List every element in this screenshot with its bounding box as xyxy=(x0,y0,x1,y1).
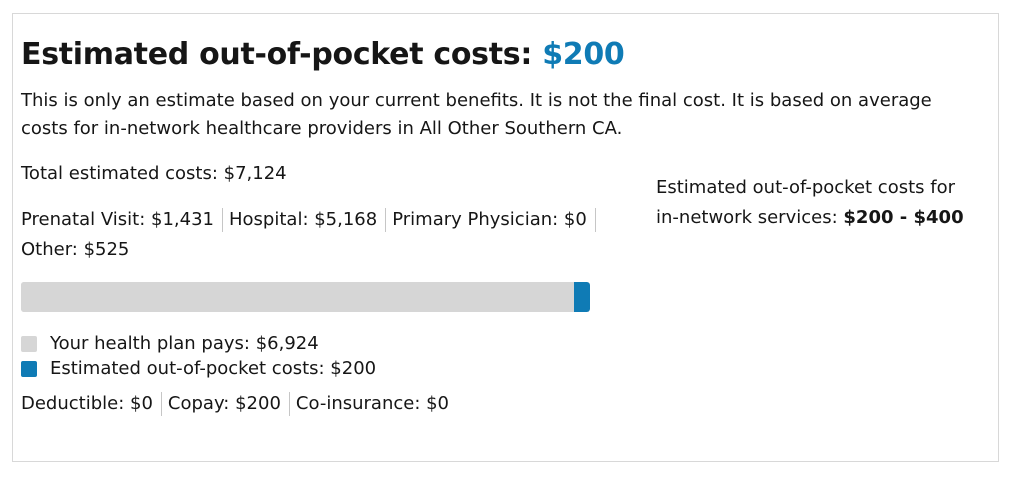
cost-estimate-card xyxy=(12,13,999,462)
estimate-description: This is only an estimate based on your c… xyxy=(21,90,932,139)
oop-range-label: Estimated out-of-pocket costs for in-net… xyxy=(656,177,955,228)
breakdown-primary-physician: Primary Physician: $0 xyxy=(392,209,587,230)
bar-legend: Your health plan pays: $6,924 Estimated … xyxy=(21,331,376,381)
bar-segment-plan-pays xyxy=(21,282,575,312)
cost-share-details: Deductible: $0 Copay: $200 Co-insurance: $… xyxy=(21,390,449,418)
page-title: Estimated out-of-pocket costs: $200 xyxy=(21,36,625,74)
deductible-value: Deductible: $0 xyxy=(21,393,153,414)
breakdown-prenatal-visit: Prenatal Visit: $1,431 xyxy=(21,209,214,230)
oop-range-value: $200 - $400 xyxy=(843,207,964,228)
cost-breakdown: Prenatal Visit: $1,431 Hospital: $5,168 Pr… xyxy=(21,205,651,265)
legend-item-oop: Estimated out-of-pocket costs: $200 xyxy=(21,356,376,381)
legend-label-oop: Estimated out-of-pocket costs: $200 xyxy=(50,358,377,379)
in-network-oop-range: Estimated out-of-pocket costs for in-net… xyxy=(656,173,966,233)
copay-value: Copay: $200 xyxy=(167,393,281,414)
divider xyxy=(594,208,596,232)
breakdown-other: Other: $525 xyxy=(21,239,130,260)
legend-swatch-plan xyxy=(21,335,37,352)
coinsurance-value: Co-insurance: $0 xyxy=(295,393,450,414)
legend-item-plan: Your health plan pays: $6,924 xyxy=(21,331,376,356)
divider xyxy=(160,392,162,416)
title-text: Estimated out-of-pocket costs: xyxy=(21,37,533,72)
cost-split-bar xyxy=(21,282,590,312)
title-amount: $200 xyxy=(542,37,625,72)
bar-segment-out-of-pocket xyxy=(574,282,590,312)
legend-label-plan: Your health plan pays: $6,924 xyxy=(50,333,319,354)
legend-swatch-oop xyxy=(21,360,37,377)
divider xyxy=(385,208,387,232)
divider xyxy=(288,392,290,416)
divider xyxy=(222,208,223,232)
total-estimated-costs: Total estimated costs: $7,124 xyxy=(21,163,287,184)
breakdown-hospital: Hospital: $5,168 xyxy=(229,209,378,230)
